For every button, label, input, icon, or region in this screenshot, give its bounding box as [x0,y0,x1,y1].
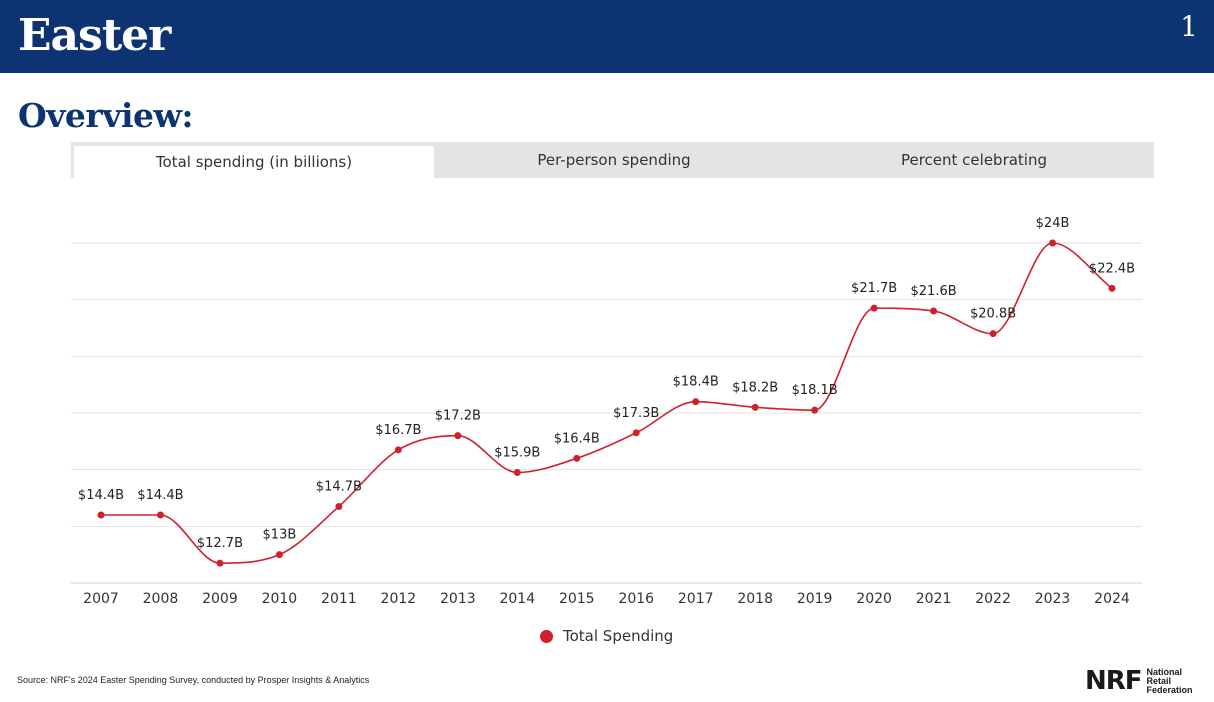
data-point[interactable] [1108,284,1116,292]
header-banner: Easter 1 [0,0,1214,73]
x-tick-label: 2016 [618,591,654,607]
x-tick-label: 2015 [559,591,595,607]
series-line-total-spending [100,242,1113,564]
tab-per-person-spending[interactable]: Per-person spending [537,151,691,169]
x-tick-label: 2012 [381,591,417,607]
x-tick-label: 2009 [202,591,238,607]
x-tick-label: 2013 [440,591,476,607]
data-point[interactable] [1049,239,1057,247]
data-point[interactable] [275,551,283,559]
grid-lines [71,242,1142,584]
legend-marker-icon [540,629,553,643]
spending-line-chart: $14.4B $14.4B $12.7B $13B $14.7B $16.7B $17.2B… [71,216,1142,607]
data-label: $15.9B [494,446,540,461]
data-label: $21.6B [911,284,957,299]
data-point[interactable] [811,406,819,414]
data-point[interactable] [97,511,105,519]
data-label: $18.4B [673,375,719,390]
data-point[interactable] [989,330,997,338]
tab-total-spending[interactable]: Total spending (in billions) [74,145,434,178]
x-tick-label: 2021 [916,591,952,607]
legend-label: Total Spending [563,627,674,645]
page-number: 1 [1180,10,1198,43]
data-points [97,239,1116,567]
data-point[interactable] [216,559,224,567]
section-title: Overview: [18,96,194,135]
series-line-layer [100,242,1113,564]
source-note: Source: NRF's 2024 Easter Spending Surve… [17,675,370,685]
data-point[interactable] [751,403,759,411]
chart-legend[interactable]: Total Spending [540,627,673,645]
data-label: $21.7B [851,281,897,296]
data-point[interactable] [632,429,640,437]
logo-text-line: Federation [1146,684,1193,695]
x-tick-label: 2007 [83,591,119,607]
data-point[interactable] [156,511,164,519]
data-point[interactable] [573,454,581,462]
data-labels: $14.4B $14.4B $12.7B $13B $14.7B $16.7B $17.2B… [78,216,1135,551]
data-label: $16.4B [554,431,600,446]
data-point[interactable] [692,398,700,406]
x-tick-label: 2018 [737,591,773,607]
nrf-logo: NRF National Retail Federation [1085,667,1193,695]
x-tick-label: 2008 [143,591,179,607]
x-tick-label: 2017 [678,591,714,607]
data-point[interactable] [335,503,343,510]
data-label: $24B [1036,216,1070,231]
logo-text: National Retail Federation [1146,666,1193,695]
data-label: $18.2B [732,380,778,395]
data-label: $13B [263,528,297,543]
data-label: $17.2B [435,409,481,424]
x-tick-label: 2014 [499,591,535,607]
tab-percent-celebrating[interactable]: Percent celebrating [900,151,1048,169]
data-label: $12.7B [197,536,243,551]
data-label: $20.8B [970,307,1016,322]
x-tick-label: 2011 [321,591,357,607]
x-tick-label: 2020 [856,591,892,607]
x-tick-label: 2010 [262,591,298,607]
logo-text-line: Retail [1146,675,1172,686]
data-point[interactable] [513,469,521,476]
data-point[interactable] [454,432,462,440]
logo-text-line: National [1146,666,1183,677]
x-tick-label: 2019 [797,591,833,607]
data-label: $18.1B [792,383,838,398]
data-point[interactable] [870,304,878,312]
data-point[interactable] [394,446,402,454]
x-tick-label: 2022 [975,591,1011,607]
page-title: Easter [18,10,171,61]
data-point[interactable] [930,307,938,315]
logo-mark: NRF [1085,666,1143,696]
x-axis-ticks: 2007 2008 2009 2010 2011 2012 2013 2014 2015 2016… [83,591,1130,607]
x-tick-label: 2023 [1035,591,1071,607]
data-label: $14.4B [78,488,124,503]
data-label: $14.4B [137,488,183,503]
data-label: $16.7B [375,423,421,438]
data-label: $22.4B [1089,261,1135,276]
data-label: $17.3B [613,406,659,421]
chart-tabs: Total spending (in billions) Per-person … [71,142,1154,178]
x-tick-label: 2024 [1094,591,1130,607]
data-label: $14.7B [316,480,362,495]
